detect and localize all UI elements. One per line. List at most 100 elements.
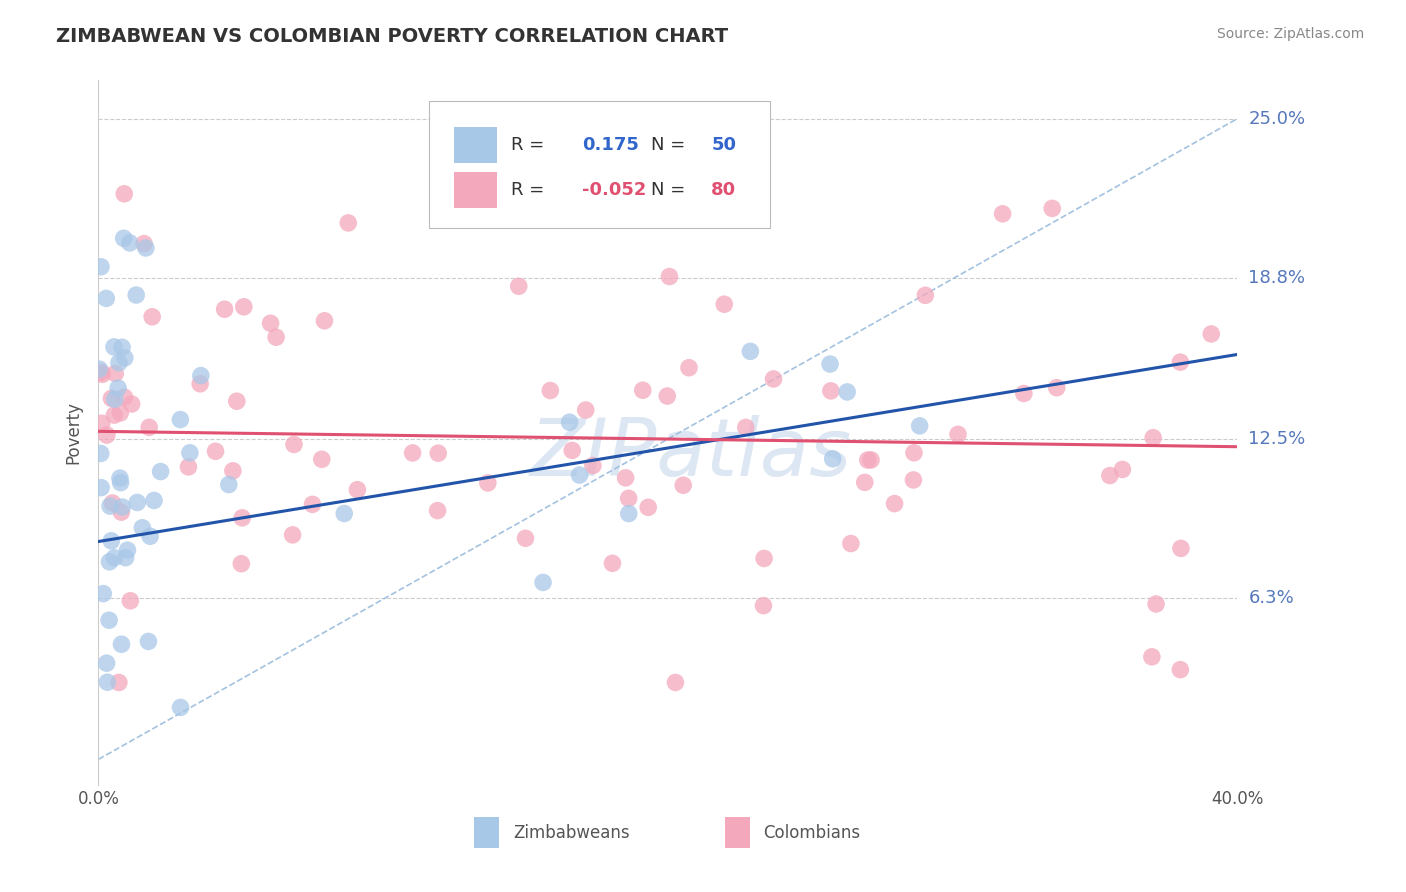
Point — [1199, 326, 1222, 341]
Point — [188, 376, 211, 391]
Point — [90, 481, 112, 495]
Point — [821, 451, 844, 466]
Point — [1098, 468, 1121, 483]
Point — [1111, 462, 1133, 476]
Text: 18.8%: 18.8% — [1249, 268, 1305, 286]
Point — [232, 300, 254, 314]
Point — [149, 465, 172, 479]
Point — [91, 368, 114, 382]
Point — [100, 533, 122, 548]
Point — [658, 269, 681, 284]
Point — [617, 507, 640, 521]
Point — [96, 656, 118, 670]
Point — [582, 458, 605, 473]
Point — [96, 675, 118, 690]
Point — [98, 613, 121, 627]
Point — [104, 367, 127, 381]
Point — [90, 365, 112, 379]
Text: 80: 80 — [711, 181, 737, 199]
Text: ZIMBABWEAN VS COLOMBIAN POVERTY CORRELATION CHART: ZIMBABWEAN VS COLOMBIAN POVERTY CORRELAT… — [56, 27, 728, 45]
Text: 12.5%: 12.5% — [1249, 430, 1306, 448]
FancyBboxPatch shape — [454, 127, 498, 162]
Text: 25.0%: 25.0% — [1249, 110, 1306, 128]
Text: N =: N = — [651, 136, 685, 153]
Text: Source: ZipAtlas.com: Source: ZipAtlas.com — [1216, 27, 1364, 41]
Point — [138, 634, 160, 648]
Point — [125, 288, 148, 302]
Point — [477, 475, 499, 490]
Point — [311, 452, 333, 467]
Point — [90, 417, 112, 431]
Point — [637, 500, 659, 515]
Point — [131, 521, 153, 535]
Point — [259, 316, 281, 330]
Point — [104, 392, 127, 407]
Point — [103, 550, 125, 565]
Point — [90, 446, 112, 460]
Point — [657, 389, 679, 403]
Point — [301, 497, 323, 511]
Point — [314, 314, 336, 328]
Point — [1170, 355, 1192, 369]
Point — [734, 420, 756, 434]
Point — [752, 599, 775, 613]
Point — [103, 408, 125, 422]
Point — [839, 536, 862, 550]
Point — [108, 356, 131, 370]
Point — [143, 493, 166, 508]
Point — [231, 511, 253, 525]
Point — [1170, 541, 1192, 556]
Point — [333, 507, 356, 521]
Point — [112, 231, 135, 245]
Point — [427, 446, 450, 460]
Point — [602, 557, 624, 571]
FancyBboxPatch shape — [474, 817, 499, 848]
Point — [204, 444, 226, 458]
Point — [568, 468, 591, 483]
Text: Zimbabweans: Zimbabweans — [513, 823, 630, 841]
Point — [114, 351, 136, 365]
Point — [112, 186, 135, 201]
Text: 50: 50 — [711, 136, 737, 153]
Point — [908, 418, 931, 433]
Point — [96, 428, 118, 442]
Point — [531, 575, 554, 590]
Point — [1012, 386, 1035, 401]
Point — [132, 236, 155, 251]
Point — [103, 340, 125, 354]
Point — [283, 437, 305, 451]
Point — [853, 475, 876, 490]
Point — [903, 473, 925, 487]
Point — [281, 528, 304, 542]
Point — [508, 279, 530, 293]
Point — [818, 357, 841, 371]
Point — [1170, 663, 1192, 677]
Point — [752, 551, 775, 566]
Point — [179, 446, 201, 460]
Point — [631, 383, 654, 397]
Point — [91, 586, 114, 600]
Point — [337, 216, 360, 230]
Point — [856, 453, 879, 467]
Point — [713, 297, 735, 311]
Point — [1142, 431, 1164, 445]
Point — [117, 543, 139, 558]
Point — [98, 555, 121, 569]
Point — [190, 368, 212, 383]
Point — [575, 403, 598, 417]
Point — [614, 471, 637, 485]
Text: Colombians: Colombians — [763, 823, 860, 841]
Text: R =: R = — [510, 181, 544, 199]
Point — [664, 675, 686, 690]
Point — [96, 292, 118, 306]
Point — [903, 446, 925, 460]
Text: R =: R = — [510, 136, 544, 153]
Point — [225, 394, 247, 409]
Text: 6.3%: 6.3% — [1249, 589, 1294, 607]
Point — [111, 500, 134, 514]
Text: N =: N = — [651, 181, 685, 199]
Point — [1140, 649, 1163, 664]
Point — [946, 427, 969, 442]
Y-axis label: Poverty: Poverty — [65, 401, 83, 464]
Point — [169, 412, 191, 426]
